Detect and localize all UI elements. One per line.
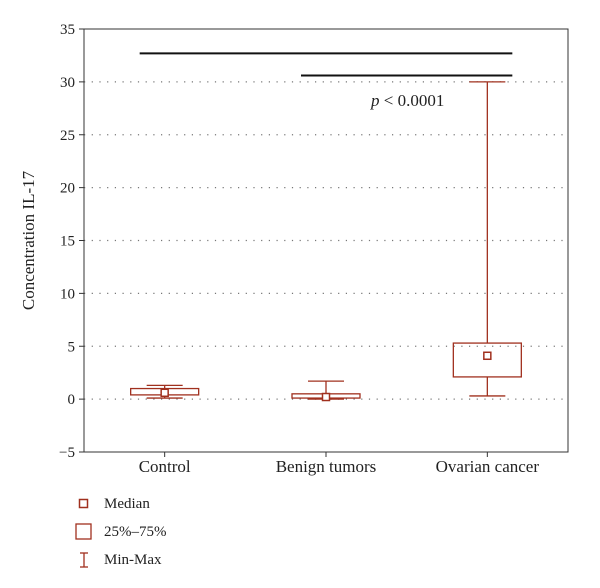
y-axis-title: Concentration IL-17 bbox=[19, 170, 38, 310]
box-1: Control bbox=[130, 384, 200, 476]
legend-item-median: Median bbox=[70, 490, 167, 518]
p-symbol: p bbox=[370, 91, 380, 110]
p-value-annotation: p < 0.0001 bbox=[370, 91, 444, 110]
y-tick-label: 0 bbox=[68, 392, 76, 408]
y-tick-label: 10 bbox=[60, 286, 75, 302]
y-tick-label: 15 bbox=[60, 234, 75, 250]
y-tick-label: 5 bbox=[68, 339, 76, 355]
y-tick-label: 25 bbox=[60, 128, 75, 144]
legend-item-iqr: 25%–75% bbox=[70, 518, 167, 546]
legend-label-range: Min-Max bbox=[104, 551, 162, 568]
median-marker-icon bbox=[70, 492, 98, 516]
grid-lines bbox=[84, 81, 568, 400]
median-marker bbox=[160, 388, 169, 398]
y-tick-label: 20 bbox=[60, 181, 75, 197]
y-tick-label: 35 bbox=[60, 22, 75, 38]
median-marker bbox=[483, 351, 492, 361]
box-2: Benign tumors bbox=[276, 380, 377, 476]
y-axis-ticks: −5 0 5 10 15 20 25 30 35 bbox=[59, 22, 84, 461]
box-3: Ovarian cancer bbox=[436, 81, 540, 476]
min-max-whisker-icon bbox=[70, 548, 98, 572]
iqr-box bbox=[452, 342, 522, 378]
legend-label-median: Median bbox=[104, 495, 150, 512]
legend-item-range: Min-Max bbox=[70, 546, 167, 574]
x-tick-label: Control bbox=[139, 457, 191, 476]
legend: Median 25%–75% Min-Max bbox=[70, 490, 167, 574]
legend-label-iqr: 25%–75% bbox=[104, 523, 167, 540]
iqr-box-icon bbox=[70, 520, 98, 544]
x-tick-label: Benign tumors bbox=[276, 457, 377, 476]
y-tick-label: 30 bbox=[60, 75, 75, 91]
p-value-text: < 0.0001 bbox=[380, 91, 445, 110]
y-tick-label: −5 bbox=[59, 445, 75, 461]
significance-bars bbox=[139, 52, 513, 77]
x-tick-label: Ovarian cancer bbox=[436, 457, 540, 476]
boxes: Control Benign tumors Ovarian cancer bbox=[130, 81, 540, 476]
median-marker bbox=[321, 392, 331, 402]
